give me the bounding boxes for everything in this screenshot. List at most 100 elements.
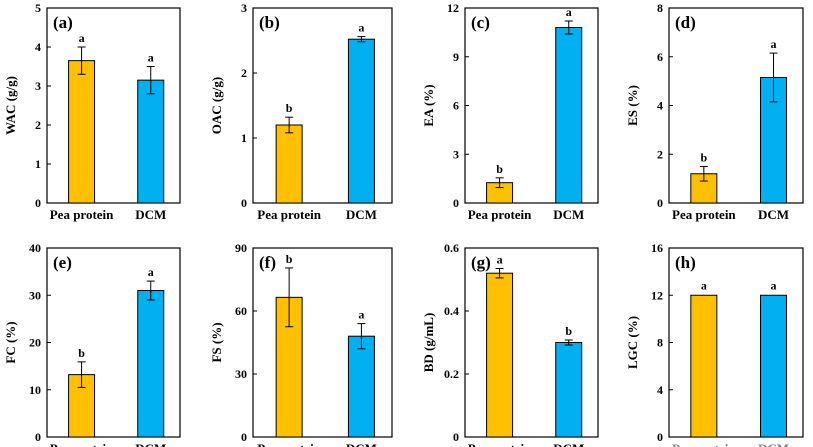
x-category-label: Pea protein <box>257 441 321 447</box>
panel-label: (e) <box>53 253 72 272</box>
y-tick-label: 6 <box>657 50 663 64</box>
panel-e: 0 10 20 30 40 FC (%) (e) b Pea protein a DCM <box>3 241 181 447</box>
y-tick-label: 1 <box>35 157 41 171</box>
y-tick-label: 6 <box>453 99 459 113</box>
bar-dcm <box>760 294 788 438</box>
x-category-label: Pea protein <box>50 441 114 447</box>
bar-dcm <box>347 335 375 438</box>
x-category-label: Pea protein <box>672 207 736 222</box>
panel-g: 0 0.2 0.4 0.6 BD (g/mL) (g) a Pea protein b DCM <box>421 241 599 447</box>
panel-h: 0 4 8 12 16 LGC (%) (h) a Pea protein a DCM <box>625 241 804 447</box>
y-tick-label: 12 <box>651 288 663 302</box>
significance-letter: b <box>565 324 572 338</box>
x-category-label: DCM <box>346 441 377 447</box>
y-tick-label: 90 <box>235 241 247 255</box>
significance-letter: a <box>497 252 503 266</box>
significance-letter: a <box>148 51 154 65</box>
y-tick-label: 4 <box>657 383 663 397</box>
y-tick-label: 3 <box>453 147 459 161</box>
significance-letter: a <box>358 308 364 322</box>
y-tick-label: 0 <box>241 430 247 444</box>
y-tick-label: 2 <box>35 118 41 132</box>
plot-frame <box>464 247 599 438</box>
panel-label: (g) <box>471 253 491 272</box>
y-tick-label: 2 <box>657 147 663 161</box>
y-tick-label: 0 <box>453 196 459 210</box>
panel-f: 0 30 60 90 FS (%) (f) b Pea protein a DCM <box>209 241 393 447</box>
bar-pea-protein <box>690 294 718 438</box>
y-tick-label: 60 <box>235 304 247 318</box>
significance-letter: b <box>496 162 503 176</box>
panel-label: (b) <box>259 13 280 32</box>
panel-b: 0 1 2 3 OAC (g/g) (b) b Pea protein a DCM <box>209 1 393 222</box>
x-category-label: DCM <box>758 441 789 447</box>
y-tick-label: 3 <box>241 1 247 15</box>
y-tick-label: 16 <box>651 241 663 255</box>
y-tick-label: 9 <box>453 50 459 64</box>
y-tick-label: 30 <box>235 367 247 381</box>
y-tick-label: 0.6 <box>444 241 459 255</box>
panel-label: (c) <box>471 13 490 32</box>
y-axis-label: OAC (g/g) <box>209 77 224 134</box>
panel-a: 0 1 2 3 4 5 WAC (g/g) (a) a Pea protein a DCM <box>3 1 181 222</box>
y-tick-label: 0 <box>241 196 247 210</box>
significance-letter: a <box>358 21 364 35</box>
significance-letter: a <box>148 265 154 279</box>
panel-d: 0 2 4 6 8 ES (%) (d) b Pea protein a DCM <box>625 1 804 222</box>
bar-pea-protein <box>68 60 96 204</box>
panel-label: (f) <box>259 253 276 272</box>
y-tick-label: 0.4 <box>444 304 459 318</box>
bar-dcm <box>555 342 583 438</box>
significance-letter: a <box>701 278 707 292</box>
y-tick-label: 0 <box>35 430 41 444</box>
bar-pea-protein <box>275 124 303 204</box>
plot-frame <box>252 7 393 204</box>
significance-letter: b <box>78 346 85 360</box>
significance-letter: b <box>286 101 293 115</box>
y-tick-label: 40 <box>29 241 41 255</box>
x-category-label: Pea protein <box>468 207 532 222</box>
significance-letter: a <box>566 5 572 19</box>
y-tick-label: 1 <box>241 131 247 145</box>
significance-letter: b <box>700 150 707 164</box>
y-tick-label: 30 <box>29 288 41 302</box>
bar-pea-protein <box>486 272 514 438</box>
y-tick-label: 0 <box>35 196 41 210</box>
y-tick-label: 3 <box>35 79 41 93</box>
y-tick-label: 5 <box>35 1 41 15</box>
bar-dcm <box>137 290 165 438</box>
significance-letter: a <box>771 37 777 51</box>
y-axis-label: EA (%) <box>421 84 436 126</box>
x-category-label: DCM <box>135 207 166 222</box>
y-tick-label: 2 <box>241 66 247 80</box>
y-axis-label: ES (%) <box>625 85 640 126</box>
x-category-label: DCM <box>135 441 166 447</box>
x-category-label: DCM <box>553 207 584 222</box>
y-tick-label: 8 <box>657 336 663 350</box>
x-category-label: Pea protein <box>257 207 321 222</box>
x-category-label: DCM <box>346 207 377 222</box>
panel-label: (h) <box>675 253 696 272</box>
x-category-label: Pea protein <box>50 207 114 222</box>
y-axis-label: WAC (g/g) <box>3 76 18 135</box>
x-category-label: Pea protein <box>468 441 532 447</box>
y-axis-label: FC (%) <box>3 321 18 363</box>
panel-c: 0 3 6 9 12 EA (%) (c) b Pea protein a DCM <box>421 1 599 222</box>
y-axis-label: FS (%) <box>209 322 224 362</box>
y-axis-label: BD (g/mL) <box>421 313 436 373</box>
bar-dcm <box>137 79 165 204</box>
x-category-label: DCM <box>553 441 584 447</box>
bar-dcm <box>347 38 375 204</box>
plot-frame <box>252 247 393 438</box>
y-tick-label: 4 <box>657 99 663 113</box>
significance-letter: a <box>79 31 85 45</box>
x-category-label: Pea protein <box>672 441 736 447</box>
panel-label: (d) <box>675 13 696 32</box>
y-tick-label: 0 <box>657 430 663 444</box>
plot-frame <box>46 7 181 204</box>
y-tick-label: 12 <box>447 1 459 15</box>
y-axis-label: LGC (%) <box>625 316 640 369</box>
y-tick-label: 0 <box>453 430 459 444</box>
x-category-label: DCM <box>758 207 789 222</box>
